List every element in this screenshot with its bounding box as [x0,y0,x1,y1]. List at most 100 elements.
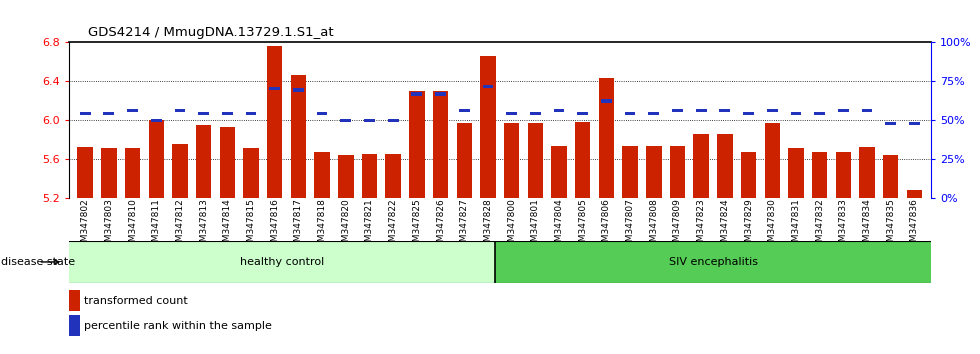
Bar [527,123,543,198]
Bar [646,146,662,198]
Bar [791,112,802,115]
Bar [293,88,304,92]
Bar [243,148,259,198]
Text: GSM347831: GSM347831 [792,198,801,253]
Bar [151,119,162,122]
Bar [172,144,187,198]
Bar [317,112,327,115]
Bar [433,91,448,198]
Text: GSM347833: GSM347833 [839,198,848,253]
Text: GSM347820: GSM347820 [341,198,350,253]
Bar [601,99,612,103]
Text: GSM347808: GSM347808 [650,198,659,253]
Text: GSM347818: GSM347818 [318,198,326,253]
Bar [482,85,493,88]
Text: GSM347809: GSM347809 [673,198,682,253]
Bar [79,112,90,115]
Bar [624,112,635,115]
Bar [270,86,280,90]
Bar [861,109,872,112]
Bar [412,92,422,96]
Text: GSM347806: GSM347806 [602,198,611,253]
Bar [127,109,138,112]
Text: GSM347817: GSM347817 [294,198,303,253]
Bar [719,109,730,112]
Bar [885,121,896,125]
Text: transformed count: transformed count [84,296,188,306]
Text: GSM347813: GSM347813 [199,198,208,253]
Bar [340,119,351,122]
Bar [196,125,212,198]
Bar [388,119,399,122]
Text: GSM347822: GSM347822 [389,198,398,253]
Bar [77,147,93,198]
Text: GSM347816: GSM347816 [270,198,279,253]
Bar [124,148,140,198]
Text: SIV encephalitis: SIV encephalitis [668,257,758,267]
Bar [315,152,330,198]
Bar [909,121,920,125]
Bar [743,112,754,115]
Text: GSM347828: GSM347828 [483,198,493,253]
Bar [764,123,780,198]
Text: GSM347802: GSM347802 [80,198,90,253]
Bar [788,148,804,198]
Bar [480,56,496,198]
Bar [838,109,849,112]
Bar [552,146,566,198]
Bar [672,109,683,112]
Bar [69,290,79,311]
Text: GSM347804: GSM347804 [555,198,564,253]
Bar [198,112,209,115]
Bar [622,146,638,198]
Text: GSM347832: GSM347832 [815,198,824,253]
Text: GSM347824: GSM347824 [720,198,729,253]
Text: GSM347800: GSM347800 [507,198,516,253]
Text: GDS4214 / MmugDNA.13729.1.S1_at: GDS4214 / MmugDNA.13729.1.S1_at [88,26,334,39]
Text: GSM347823: GSM347823 [697,198,706,253]
Bar [694,134,709,198]
Bar [883,155,899,198]
Bar [457,123,472,198]
Bar [291,75,306,198]
Text: GSM347803: GSM347803 [105,198,114,253]
Text: GSM347801: GSM347801 [531,198,540,253]
Bar [504,123,519,198]
Text: GSM347821: GSM347821 [365,198,374,253]
Bar [338,155,354,198]
Bar [741,153,757,198]
Text: GSM347827: GSM347827 [460,198,468,253]
Bar [814,112,825,115]
Text: GSM347835: GSM347835 [886,198,895,253]
Bar [906,190,922,198]
Text: percentile rank within the sample: percentile rank within the sample [84,320,272,331]
Text: GSM347805: GSM347805 [578,198,587,253]
Bar [246,112,257,115]
Bar [459,109,469,112]
Text: disease state: disease state [1,257,75,267]
Bar [385,154,401,198]
Bar [507,112,517,115]
Bar [812,153,827,198]
Text: healthy control: healthy control [240,257,324,267]
Bar [410,91,424,198]
Bar [554,109,564,112]
Bar [69,241,495,283]
Bar [717,134,733,198]
Bar [669,146,685,198]
Text: GSM347811: GSM347811 [152,198,161,253]
Bar [221,112,232,115]
Bar [767,109,778,112]
Text: GSM347834: GSM347834 [862,198,871,253]
Bar [495,241,931,283]
Bar [220,127,235,198]
Bar [435,92,446,96]
Bar [149,120,164,198]
Text: GSM347815: GSM347815 [247,198,256,253]
Bar [575,122,590,198]
Bar [69,315,79,336]
Text: GSM347836: GSM347836 [909,198,919,253]
Bar [174,109,185,112]
Text: GSM347826: GSM347826 [436,198,445,253]
Bar [101,148,117,198]
